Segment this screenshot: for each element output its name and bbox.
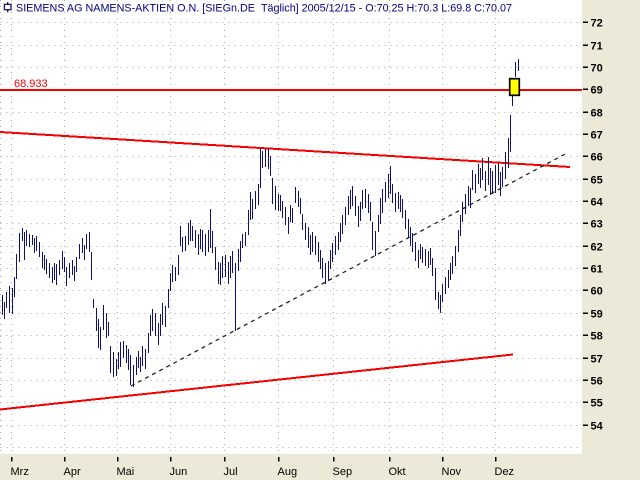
svg-text:54: 54 — [591, 421, 604, 433]
svg-text:64: 64 — [591, 197, 604, 209]
svg-text:68.933: 68.933 — [14, 78, 48, 90]
svg-text:70: 70 — [591, 63, 603, 75]
svg-text:Nov: Nov — [442, 466, 462, 478]
svg-text:55: 55 — [591, 398, 603, 410]
svg-text:Jun: Jun — [170, 466, 188, 478]
svg-text:63: 63 — [591, 219, 603, 231]
svg-text:Dez: Dez — [495, 466, 515, 478]
svg-text:58: 58 — [591, 331, 603, 343]
svg-text:Jul: Jul — [224, 466, 238, 478]
svg-text:67: 67 — [591, 130, 603, 142]
svg-text:72: 72 — [591, 18, 603, 30]
svg-text:Sep: Sep — [333, 466, 353, 478]
svg-text:62: 62 — [591, 242, 603, 254]
svg-text:57: 57 — [591, 354, 603, 366]
svg-text:Okt: Okt — [389, 466, 406, 478]
svg-text:60: 60 — [591, 286, 603, 298]
svg-text:Mai: Mai — [117, 466, 135, 478]
svg-text:69: 69 — [591, 85, 603, 97]
svg-text:56: 56 — [591, 376, 603, 388]
svg-text:SIEMENS AG NAMENS-AKTIEN O.N.: SIEMENS AG NAMENS-AKTIEN O.N. [SIEGn.DE … — [16, 3, 512, 15]
svg-text:Apr: Apr — [64, 466, 81, 478]
svg-text:68: 68 — [591, 108, 603, 120]
svg-text:71: 71 — [591, 41, 603, 53]
svg-text:59: 59 — [591, 309, 603, 321]
svg-text:66: 66 — [591, 152, 603, 164]
svg-text:Aug: Aug — [278, 466, 298, 478]
svg-text:65: 65 — [591, 175, 603, 187]
svg-text:Mrz: Mrz — [11, 466, 29, 478]
svg-text:61: 61 — [591, 264, 603, 276]
